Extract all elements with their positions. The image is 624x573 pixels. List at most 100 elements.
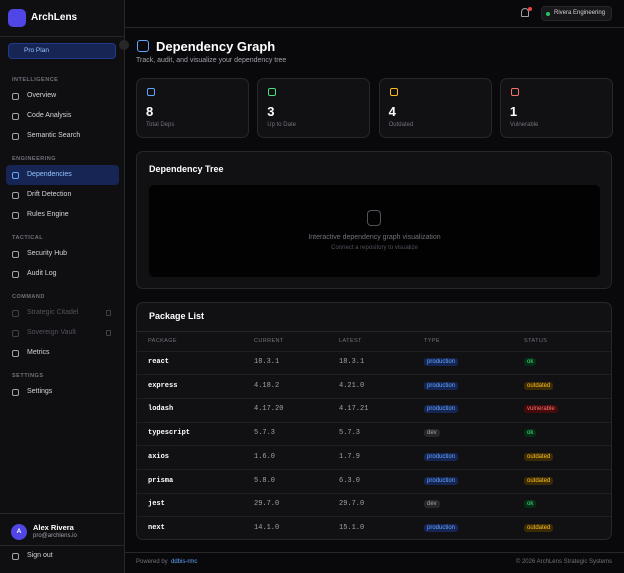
status-badge: ok: [524, 500, 537, 509]
lock-icon: [106, 330, 111, 336]
package-name: lodash: [148, 405, 174, 414]
version: 15.1.0: [339, 523, 365, 532]
version: 5.7.3: [254, 429, 276, 438]
icon: [12, 349, 19, 357]
stat-card: [257, 78, 371, 138]
sign-out[interactable]: Sign out: [27, 552, 53, 559]
stat-value: 4: [388, 104, 396, 119]
user-email: pro@archlens.io: [33, 533, 77, 539]
sidebar-border: [0, 545, 125, 546]
status-badge: outdated: [524, 381, 554, 390]
package-name: prisma: [148, 476, 174, 485]
version: 5.8.0: [254, 476, 276, 485]
sidebar-border: [0, 513, 125, 514]
version: 29.7.0: [339, 500, 365, 509]
column-header: TYPE: [424, 338, 440, 344]
table-border: [137, 350, 611, 352]
type-badge: dev: [424, 500, 440, 509]
type-badge: production: [424, 405, 459, 414]
icon: [12, 211, 19, 219]
nav-item[interactable]: Security Hub: [27, 250, 68, 257]
type-badge: production: [424, 523, 459, 532]
nav-item[interactable]: Sovereign Vault: [27, 329, 76, 336]
tree-title: Dependency Tree: [149, 164, 224, 174]
table-border: [137, 492, 611, 494]
column-header: CURRENT: [254, 338, 284, 344]
section-title: SETTINGS: [12, 373, 44, 379]
plan-button[interactable]: [8, 43, 116, 59]
package-name: axios: [148, 452, 170, 461]
stat-card: [136, 78, 249, 138]
icon: [12, 132, 19, 140]
table-border: [137, 516, 611, 518]
version: 1.7.9: [339, 452, 361, 461]
sidebar-border: [0, 36, 125, 37]
org-dot: [546, 12, 550, 16]
stat-value: 1: [509, 104, 518, 119]
version: 18.3.1: [254, 358, 280, 366]
icon: [510, 88, 519, 96]
brand-logo: [8, 9, 26, 27]
nav-item[interactable]: Drift Detection: [27, 191, 72, 198]
icon: [268, 88, 277, 96]
status-badge: ok: [524, 429, 537, 438]
nav-item[interactable]: Settings: [27, 388, 53, 395]
nav-item[interactable]: Semantic Search: [27, 132, 81, 139]
page-subtitle: Track, audit, and visualize your depende…: [136, 57, 287, 64]
section-title: COMMAND: [12, 294, 45, 300]
version: 4.17.21: [339, 405, 369, 414]
table-border: [137, 374, 611, 376]
status-badge: outdated: [524, 452, 554, 461]
version: 4.17.20: [254, 405, 284, 414]
section-title: ENGINEERING: [12, 156, 57, 162]
plan-label: Pro Plan: [24, 47, 49, 54]
stat-card: [499, 78, 613, 138]
nav-item[interactable]: Audit Log: [27, 270, 57, 277]
collapse-button[interactable]: [119, 40, 129, 50]
icon: [12, 329, 19, 337]
column-header: LATEST: [339, 338, 362, 344]
nav-item[interactable]: Metrics: [27, 349, 50, 356]
lock-icon: [106, 310, 111, 316]
nav-item[interactable]: Overview: [27, 92, 57, 99]
brand-name: ArchLens: [31, 12, 78, 23]
org-pill[interactable]: [541, 6, 612, 21]
footer-link[interactable]: ddbis-rmc: [171, 559, 198, 565]
icon: [12, 112, 19, 120]
stat-label: Vulnerable: [509, 122, 539, 128]
stat-label: Outdated: [388, 122, 414, 128]
table-border: [137, 331, 611, 332]
icon: [12, 388, 19, 396]
status-badge: outdated: [524, 476, 554, 485]
footer-powered: Powered by: [136, 559, 168, 565]
icon: [12, 309, 19, 317]
nav-item[interactable]: Code Analysis: [27, 112, 72, 119]
column-header: STATUS: [524, 338, 548, 344]
tree-icon: [367, 210, 381, 226]
version: 14.1.0: [254, 523, 280, 532]
package-name: next: [148, 523, 165, 532]
icon: [12, 171, 19, 179]
title-icon: [137, 40, 149, 52]
status-badge: outdated: [524, 523, 554, 532]
tree-placeholder: Interactive dependency graph visualizati…: [308, 234, 441, 241]
header-border: [125, 27, 624, 28]
version: 29.7.0: [254, 500, 280, 509]
bell[interactable]: [521, 8, 529, 17]
nav-item[interactable]: Dependencies: [27, 171, 72, 178]
table-border: [137, 397, 611, 399]
nav-active: [6, 165, 119, 185]
version: 4.18.2: [254, 381, 280, 390]
nav-item[interactable]: Rules Engine: [27, 211, 69, 218]
icon: [12, 92, 19, 100]
tree-canvas: [149, 185, 600, 277]
nav-item[interactable]: Strategic Citadel: [27, 309, 79, 316]
org-name: Rivera Engineering: [554, 10, 606, 16]
icon: [12, 552, 19, 560]
stat-label: Total Deps: [146, 122, 175, 128]
package-name: jest: [148, 500, 165, 509]
status-badge: ok: [524, 358, 537, 366]
table-title: Package List: [149, 311, 205, 321]
type-badge: production: [424, 452, 459, 461]
